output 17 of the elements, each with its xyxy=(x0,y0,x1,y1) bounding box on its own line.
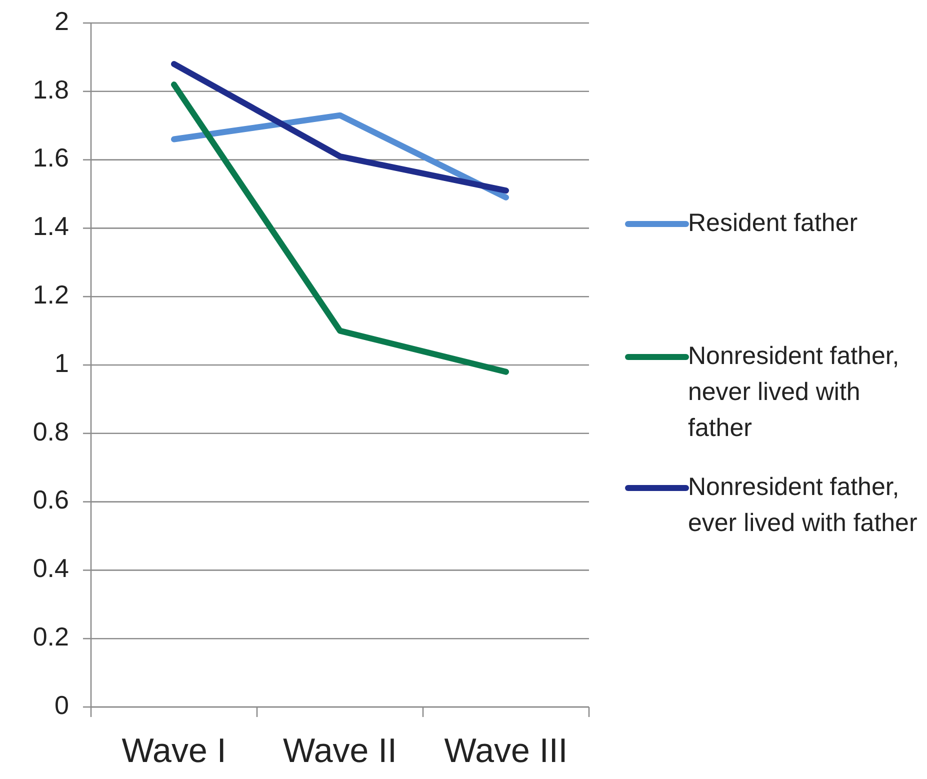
legend-label: Nonresident father, never lived with father xyxy=(688,342,900,442)
x-tick-label: Wave II xyxy=(283,732,397,770)
y-tick-label: 1 xyxy=(54,348,69,378)
y-tick-label: 1.6 xyxy=(32,142,69,173)
y-tick-label: 0.8 xyxy=(32,416,69,446)
y-tick-label: 0.2 xyxy=(32,621,69,652)
legend-label: Nonresident father, ever lived with father xyxy=(688,472,918,537)
y-tick-label: 2 xyxy=(54,6,69,36)
y-tick-label: 0 xyxy=(54,690,69,720)
x-tick-label: Wave III xyxy=(444,732,568,770)
y-tick-label: 1.4 xyxy=(32,211,69,242)
y-tick-label: 1.2 xyxy=(32,279,69,310)
y-tick-label: 1.8 xyxy=(32,74,69,104)
y-tick-label: 0.6 xyxy=(32,484,69,515)
legend-label: Resident father xyxy=(688,208,858,237)
x-tick-label: Wave I xyxy=(122,732,226,770)
y-tick-label: 0.4 xyxy=(32,553,69,584)
